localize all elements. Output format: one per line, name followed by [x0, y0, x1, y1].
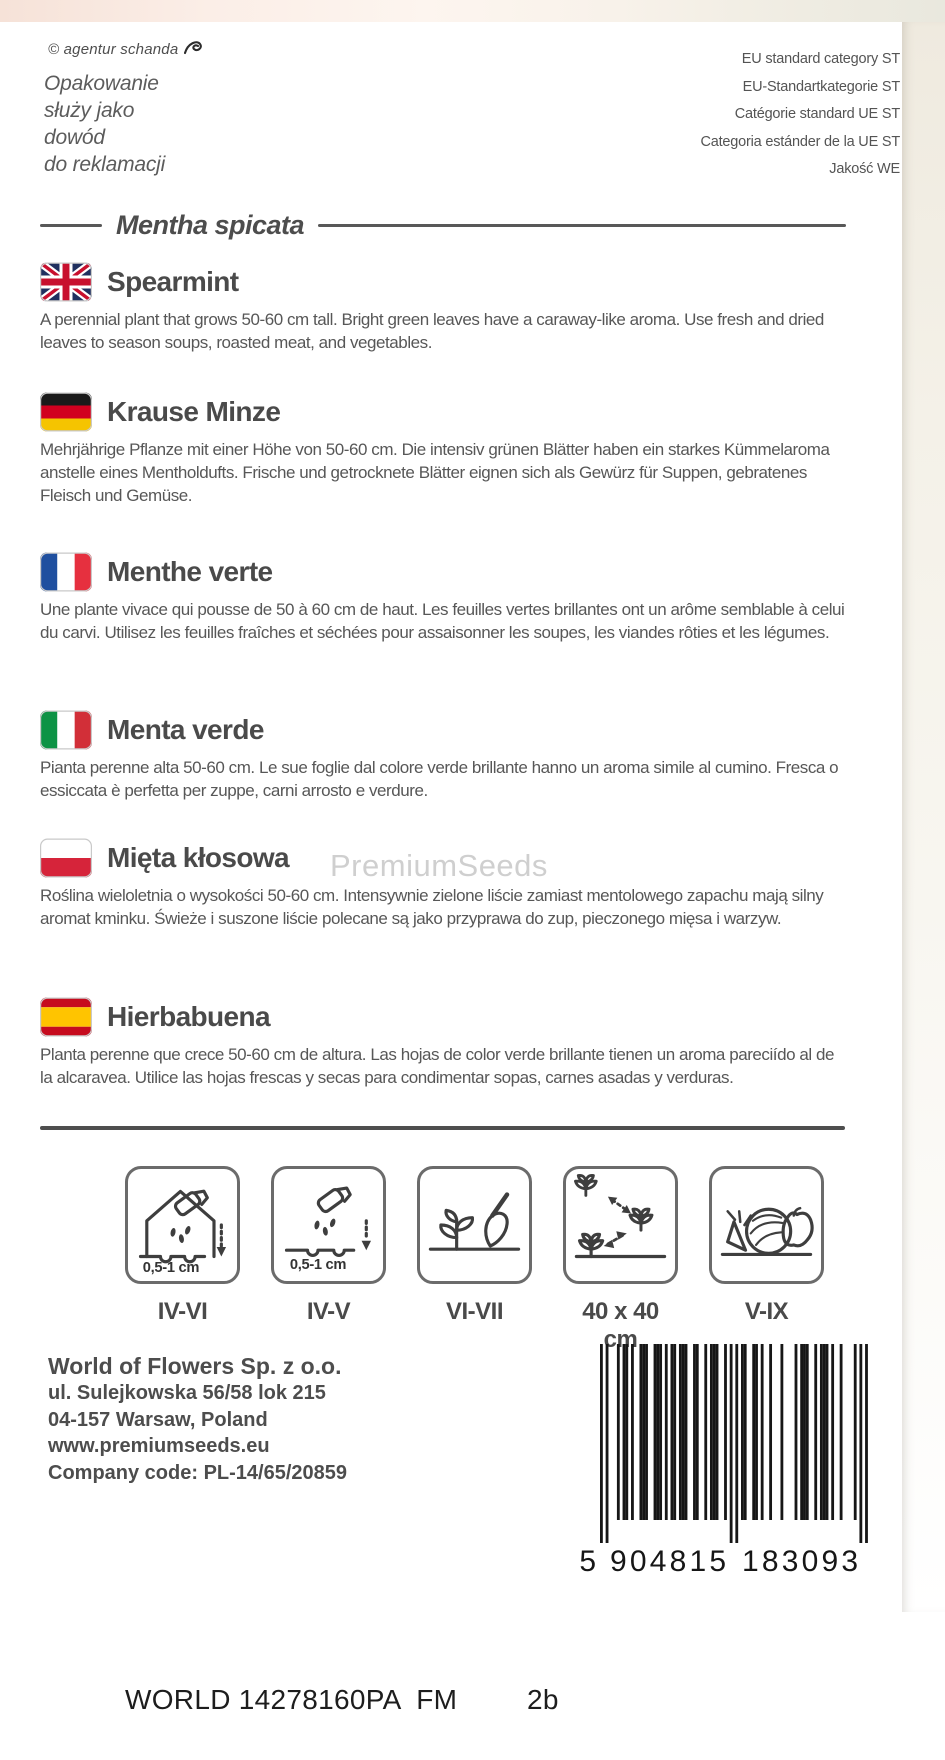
eu-line: Categoria estánder de la UE ST	[700, 133, 900, 150]
rule-right	[318, 224, 846, 227]
barcode-digits-left: 904815	[610, 1545, 726, 1574]
icon-cell-harvest: V-IX	[709, 1166, 824, 1354]
section-text-german: Mehrjährige Pflanze mit einer Höhe von 5…	[40, 440, 830, 505]
section-italian: Menta verde Pianta perenne alta 50-60 cm…	[40, 710, 846, 802]
claim-line: służy jako	[44, 99, 135, 122]
section-title-german: Krause Minze	[107, 396, 281, 427]
barcode-digit-first: 5	[579, 1545, 596, 1574]
company-website: www.premiumseeds.eu	[48, 1435, 270, 1457]
section-text-italian: Pianta perenne alta 50-60 cm. Le sue fog…	[40, 758, 839, 800]
company-address-line1: ul. Sulejkowska 56/58 lok 215	[48, 1382, 326, 1404]
plant-spacing-icon	[563, 1166, 678, 1284]
section-title-italian: Menta verde	[107, 714, 264, 745]
claim-line: Opakowanie	[44, 72, 159, 95]
harvest-period: V-IX	[744, 1298, 789, 1325]
section-spanish: Hierbabuena Planta perenne que crece 50-…	[40, 997, 846, 1089]
spain-flag-icon	[40, 997, 92, 1037]
plant-spacing-value: 40 x 40 cm	[582, 1298, 659, 1353]
eu-line: Catégorie standard UE ST	[734, 106, 900, 122]
section-text-polish: Roślina wieloletnia o wysokości 50-60 cm…	[40, 886, 824, 928]
packaging-claim: Opakowanie służy jako dowód do reklamacj…	[44, 70, 165, 178]
france-flag-icon	[40, 552, 92, 592]
ean13-barcode: 5 904815 183093	[566, 1342, 872, 1574]
barcode-digits-right: 183093	[742, 1545, 858, 1574]
poland-flag-icon	[40, 838, 92, 878]
icon-cell-sow-indoors: 0,5-1 cm IV-VI	[125, 1166, 240, 1354]
print-code: WORLD 14278160PA FM	[125, 1684, 458, 1715]
rule-left	[40, 224, 102, 227]
section-divider	[40, 1126, 845, 1130]
plant-out-period: VI-VII	[445, 1298, 504, 1325]
sow-outdoors-icon: 0,5-1 cm	[271, 1166, 386, 1284]
copyright-line: © agentur schanda	[48, 40, 204, 59]
schanda-logo-icon	[184, 40, 204, 59]
section-text-spanish: Planta perenne que crece 50-60 cm de alt…	[40, 1045, 834, 1087]
sow-indoors-icon: 0,5-1 cm	[125, 1166, 240, 1284]
section-english: Spearmint A perennial plant that grows 5…	[40, 262, 846, 354]
company-name: World of Flowers Sp. z o.o.	[48, 1353, 342, 1379]
photo-background-top	[0, 0, 945, 22]
eu-line: Jakość WE	[829, 161, 900, 177]
section-title-french: Menthe verte	[107, 556, 273, 587]
barcode-bars	[600, 1344, 868, 1543]
icon-cell-sow-outdoors: 0,5-1 cm IV-V	[271, 1166, 386, 1354]
harvest-icon	[709, 1166, 824, 1284]
section-german: Krause Minze Mehrjährige Pflanze mit ein…	[40, 392, 846, 507]
company-block: World of Flowers Sp. z o.o. ul. Sulejkow…	[48, 1352, 347, 1486]
company-address-line2: 04-157 Warsaw, Poland	[48, 1408, 268, 1431]
united-kingdom-flag-icon	[40, 262, 92, 302]
section-text-english: A perennial plant that grows 50-60 cm ta…	[40, 310, 824, 352]
germany-flag-icon	[40, 392, 92, 432]
eu-category-block: EU standard category ST EU-Standartkateg…	[700, 46, 900, 184]
cultivation-icon-row: 0,5-1 cm IV-VI 0,5-1 cm IV-V	[125, 1166, 824, 1354]
species-title: Mentha spicata	[116, 210, 305, 240]
icon-cell-spacing: 40 x 40 cm	[563, 1166, 678, 1354]
section-title-polish: Mięta kłosowa	[107, 842, 290, 873]
italy-flag-icon	[40, 710, 92, 750]
claim-line: do reklamacji	[44, 153, 166, 176]
copyright-text: © agentur schanda	[48, 41, 179, 58]
plant-out-icon	[417, 1166, 532, 1284]
section-polish: Mięta kłosowa Roślina wieloletnia o wyso…	[40, 838, 846, 930]
company-code: Company code: PL-14/65/20859	[48, 1461, 348, 1484]
species-header: Mentha spicata	[40, 210, 846, 241]
section-french: Menthe verte Une plante vivace qui pouss…	[40, 552, 846, 644]
watermark: PremiumSeeds	[330, 848, 548, 883]
eu-line: EU-Standartkategorie ST	[742, 78, 901, 95]
photo-background-right	[902, 22, 945, 1612]
claim-line: dowód	[44, 126, 105, 149]
sow-depth-label: 0,5-1 cm	[143, 1260, 200, 1276]
icon-cell-plant-out: VI-VII	[417, 1166, 532, 1354]
section-title-english: Spearmint	[107, 266, 239, 297]
sow-indoors-period: IV-VI	[157, 1298, 208, 1325]
sow-outdoors-period: IV-V	[306, 1298, 351, 1325]
sow-depth-label: 0,5-1 cm	[290, 1257, 347, 1273]
eu-line: EU standard category ST	[741, 51, 900, 67]
section-text-french: Une plante vivace qui pousse de 50 à 60 …	[40, 600, 845, 642]
section-title-spanish: Hierbabuena	[107, 1001, 271, 1032]
page-reference: 2b	[527, 1684, 559, 1715]
